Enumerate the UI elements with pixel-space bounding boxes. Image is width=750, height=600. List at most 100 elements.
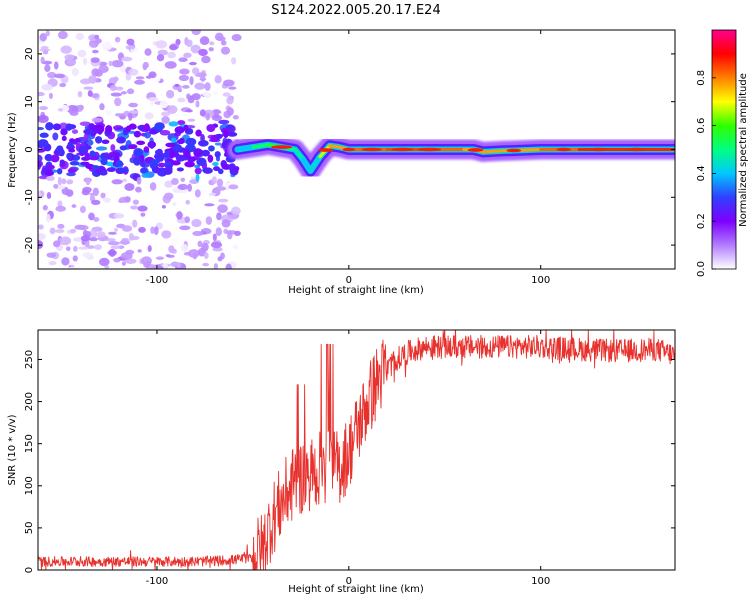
noise-blob [95, 146, 108, 151]
noise-blob [214, 142, 222, 146]
noise-core-blob [125, 125, 132, 133]
noise-blob [170, 237, 182, 246]
noise-core-blob [151, 166, 161, 174]
noise-blob [113, 257, 121, 263]
noise-blob [38, 233, 46, 241]
noise-blob [213, 92, 219, 96]
noise-blob [190, 44, 201, 54]
noise-blob [180, 177, 186, 182]
noise-blob [164, 61, 177, 69]
noise-blob [155, 256, 165, 260]
y-tick-label: 250 [24, 350, 35, 369]
noise-blob [119, 240, 131, 245]
noise-core-blob [68, 148, 76, 153]
noise-blob [204, 82, 211, 91]
noise-blob [121, 178, 128, 183]
noise-blob [221, 219, 231, 228]
noise-blob [195, 100, 200, 108]
ridge-core-segment [308, 155, 322, 173]
noise-blob [57, 223, 65, 229]
noise-core-blob [201, 149, 210, 157]
noise-core-blob [148, 129, 158, 135]
noise-blob [92, 187, 99, 197]
noise-blob [198, 48, 208, 57]
noise-core-blob [80, 161, 90, 166]
noise-blob [132, 199, 139, 205]
noise-blob [201, 55, 211, 64]
noise-blob [142, 61, 149, 69]
spectrogram-noise-blobs [38, 30, 242, 269]
noise-blob [156, 54, 165, 62]
noise-blob [108, 241, 120, 246]
noise-blob [162, 194, 172, 204]
noise-core-blob [56, 145, 64, 154]
snr-plot-area [38, 330, 675, 570]
noise-core-blob [227, 131, 238, 137]
noise-blob [104, 110, 112, 116]
noise-blob [77, 90, 83, 98]
noise-core-blob [67, 141, 74, 149]
noise-core-blob [223, 130, 229, 138]
x-tick-label: 0 [346, 275, 352, 286]
noise-blob [177, 183, 189, 191]
noise-core-blob [93, 128, 100, 134]
noise-blob [85, 178, 91, 186]
noise-blob [121, 261, 126, 266]
ridge-hotspot [417, 147, 442, 152]
noise-blob [212, 161, 219, 167]
noise-blob [74, 224, 86, 230]
noise-blob [100, 252, 107, 257]
noise-core-blob [69, 138, 75, 143]
y-tick-label: 200 [24, 392, 35, 411]
colorbar-label: Normalized spectral amplitude [738, 73, 749, 227]
noise-blob [88, 230, 98, 239]
noise-blob [201, 242, 209, 252]
y-tick-label: 100 [24, 476, 35, 495]
noise-blob [176, 262, 182, 268]
noise-blob [162, 263, 168, 269]
noise-blob [128, 110, 139, 114]
noise-blob [38, 224, 44, 230]
noise-blob [66, 179, 74, 185]
noise-core-blob [143, 123, 150, 132]
noise-blob [120, 56, 133, 62]
noise-core-blob [143, 146, 150, 153]
noise-blob [125, 249, 135, 255]
ridge-core-segment [236, 145, 255, 151]
colorbar-tick-label: 0.0 [696, 261, 707, 277]
colorbar-frame [711, 29, 737, 270]
noise-core-blob [100, 152, 109, 160]
noise-blob [159, 129, 171, 136]
noise-blob [57, 30, 68, 40]
noise-core-blob [99, 170, 108, 176]
noise-blob [169, 44, 178, 51]
noise-blob [113, 227, 119, 233]
noise-blob [217, 256, 223, 262]
noise-core-blob [193, 148, 203, 157]
noise-blob [186, 39, 193, 48]
noise-blob [113, 76, 119, 82]
noise-core-blob [202, 167, 213, 174]
noise-blob [180, 244, 189, 253]
noise-blob [130, 205, 139, 210]
snr-y-axis-label: SNR (10 * v/v) [7, 414, 18, 485]
noise-core-blob [118, 167, 129, 174]
noise-core-blob [184, 161, 195, 168]
noise-blob [185, 109, 193, 113]
noise-blob [79, 121, 91, 126]
spectrogram-x-axis-label: Height of straight line (km) [288, 285, 424, 296]
noise-blob [209, 41, 215, 46]
noise-core-blob [74, 137, 81, 143]
noise-blob [114, 97, 122, 107]
noise-blob [205, 216, 213, 225]
noise-core-blob [60, 128, 68, 136]
ridge-core-segment [328, 144, 341, 149]
ridge-hotspot [467, 148, 484, 152]
noise-blob [194, 189, 201, 198]
noise-blob [199, 109, 206, 117]
noise-blob [113, 125, 124, 131]
noise-blob [178, 57, 188, 63]
noise-blob [98, 65, 109, 74]
noise-blob [88, 237, 98, 242]
noise-blob [194, 164, 201, 169]
